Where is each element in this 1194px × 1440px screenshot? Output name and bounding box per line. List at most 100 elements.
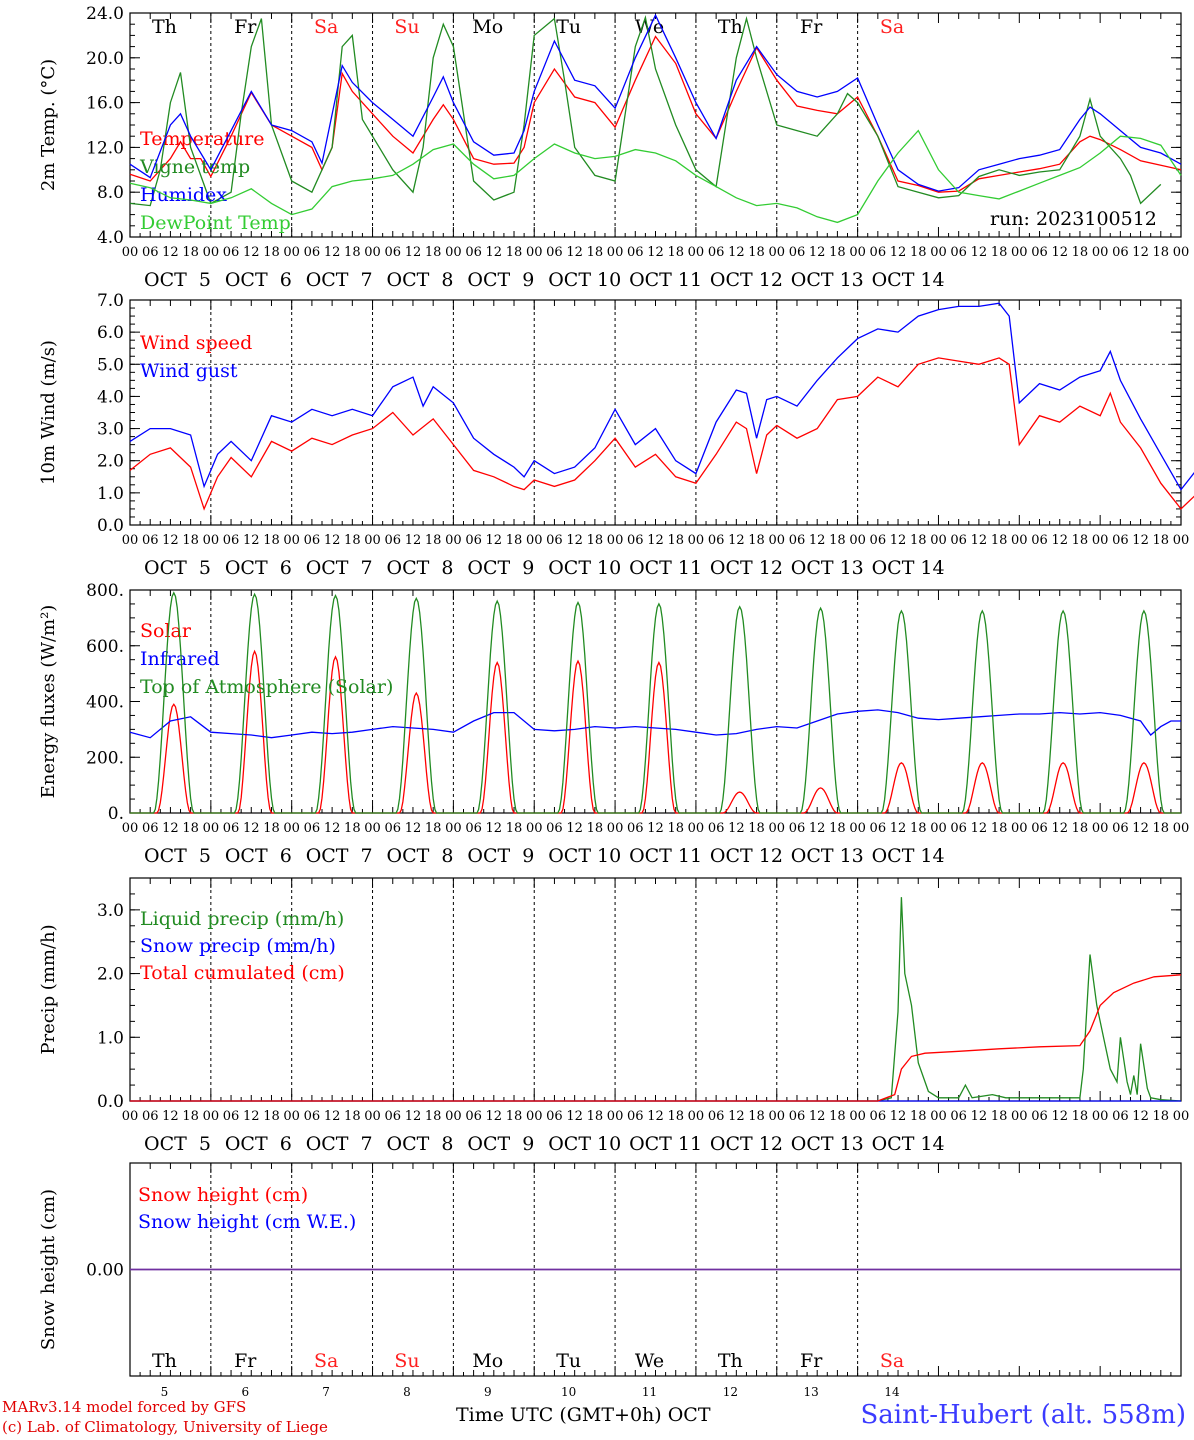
hour-tick-label: 06 xyxy=(870,245,887,260)
hour-tick-label: 06 xyxy=(627,821,644,836)
hour-tick-label: 06 xyxy=(1112,821,1129,836)
hour-tick-label: 06 xyxy=(465,821,482,836)
hour-tick-label: 12 xyxy=(162,1109,179,1124)
hour-tick-label: 06 xyxy=(950,533,967,548)
date-label: OCT 8 xyxy=(387,557,454,579)
date-label: OCT 7 xyxy=(306,1133,373,1155)
date-label: OCT 6 xyxy=(225,557,292,579)
hour-tick-label: 18 xyxy=(506,1109,523,1124)
hour-tick-label: 18 xyxy=(991,821,1008,836)
hour-tick-label: 12 xyxy=(566,821,583,836)
station-name: Saint-Hubert (alt. 558m) xyxy=(860,1400,1186,1430)
plot-frame xyxy=(129,299,1182,526)
hour-tick-label: 18 xyxy=(425,821,442,836)
y-tick-label: 400. xyxy=(86,693,124,713)
hour-tick-label: 06 xyxy=(1031,1109,1048,1124)
series-line xyxy=(129,13,1182,192)
weekday-label: Tu xyxy=(556,1350,581,1372)
hour-tick-label: 12 xyxy=(1132,245,1149,260)
hour-tick-label: 12 xyxy=(809,1109,826,1124)
date-number-label: 9 xyxy=(484,1385,492,1399)
hour-tick-label: 18 xyxy=(344,533,361,548)
hour-tick-label: 00 xyxy=(1173,1109,1190,1124)
hour-tick-label: 00 xyxy=(607,245,624,260)
hour-tick-label: 12 xyxy=(324,533,341,548)
hour-tick-label: 12 xyxy=(1132,1109,1149,1124)
hour-tick-label: 00 xyxy=(849,821,866,836)
hour-tick-label: 06 xyxy=(223,533,240,548)
hour-tick-label: 12 xyxy=(243,245,260,260)
hour-tick-label: 12 xyxy=(405,821,422,836)
series-line xyxy=(129,129,1182,224)
y-tick-label: 6.0 xyxy=(97,323,124,343)
hour-tick-label: 18 xyxy=(587,533,604,548)
hour-tick-label: 18 xyxy=(263,533,280,548)
legend-entry: Humidex xyxy=(140,184,227,206)
date-label: OCT 11 xyxy=(629,1133,702,1155)
y-tick-label: 4.0 xyxy=(97,228,124,248)
hour-tick-label: 18 xyxy=(425,1109,442,1124)
hour-tick-label: 00 xyxy=(526,245,543,260)
hour-tick-label: 18 xyxy=(910,533,927,548)
weekday-label: Tu xyxy=(556,16,581,38)
hour-tick-label: 18 xyxy=(991,245,1008,260)
hour-tick-label: 00 xyxy=(122,245,139,260)
hour-tick-label: 00 xyxy=(1092,821,1109,836)
series-line xyxy=(129,709,1181,739)
hour-tick-label: 18 xyxy=(910,245,927,260)
hour-tick-label: 12 xyxy=(890,821,907,836)
hour-tick-label: 18 xyxy=(829,1109,846,1124)
hour-tick-label: 00 xyxy=(203,245,220,260)
hour-tick-label: 18 xyxy=(667,821,684,836)
hour-tick-label: 06 xyxy=(789,821,806,836)
date-label: OCT 10 xyxy=(548,1133,621,1155)
y-tick-label: 0.00 xyxy=(86,1261,124,1281)
hour-tick-label: 12 xyxy=(1051,1109,1068,1124)
hour-tick-label: 18 xyxy=(1153,821,1170,836)
hour-tick-label: 00 xyxy=(1011,821,1028,836)
hour-tick-label: 06 xyxy=(789,245,806,260)
hour-tick-label: 18 xyxy=(587,245,604,260)
hour-tick-label: 00 xyxy=(1173,245,1190,260)
date-label: OCT 10 xyxy=(548,269,621,291)
hour-tick-label: 00 xyxy=(122,533,139,548)
date-label: OCT 10 xyxy=(548,557,621,579)
x-axis-title: Time UTC (GMT+0h) OCT xyxy=(456,1404,711,1426)
date-label: OCT 9 xyxy=(467,1133,534,1155)
weekday-label: Mo xyxy=(472,1350,503,1372)
panel-4: 00 06 12 18 00 06 12 18 00 06 12 18 00 06 12 18 00 06 12 18… xyxy=(38,877,1190,1155)
hour-tick-label: 12 xyxy=(324,245,341,260)
weekday-label: Su xyxy=(394,1350,419,1372)
hour-tick-label: 06 xyxy=(304,533,321,548)
hour-tick-label: 18 xyxy=(748,1109,765,1124)
hour-tick-label: 18 xyxy=(1072,821,1089,836)
hour-tick-label: 12 xyxy=(162,533,179,548)
hour-tick-label: 06 xyxy=(465,533,482,548)
hour-tick-label: 06 xyxy=(546,245,563,260)
hour-tick-label: 12 xyxy=(971,1109,988,1124)
legend-entry: Temperature xyxy=(140,128,264,150)
date-label: OCT 11 xyxy=(629,269,702,291)
y-tick-label: 600. xyxy=(86,637,124,657)
hour-tick-label: 06 xyxy=(708,1109,725,1124)
hour-tick-label: 12 xyxy=(162,245,179,260)
hour-tick-label: 06 xyxy=(304,821,321,836)
hour-tick-label: 18 xyxy=(1072,245,1089,260)
y-tick-label: 0.0 xyxy=(97,1092,124,1112)
y-tick-label: 3.0 xyxy=(97,901,124,921)
hour-tick-label: 18 xyxy=(506,533,523,548)
hour-tick-label: 18 xyxy=(829,245,846,260)
hour-tick-label: 06 xyxy=(1112,533,1129,548)
weekday-label: Fr xyxy=(800,16,823,38)
hour-tick-label: 00 xyxy=(1092,1109,1109,1124)
hour-tick-label: 12 xyxy=(971,821,988,836)
plot-frame xyxy=(129,12,1182,238)
series-line xyxy=(130,974,1182,1102)
hour-tick-label: 00 xyxy=(364,245,381,260)
lab-credit: (c) Lab. of Climatology, University of L… xyxy=(2,1418,328,1436)
hour-tick-label: 06 xyxy=(627,533,644,548)
hour-tick-label: 06 xyxy=(1031,533,1048,548)
legend-entry: Wind speed xyxy=(140,332,252,354)
hour-tick-label: 12 xyxy=(647,533,664,548)
